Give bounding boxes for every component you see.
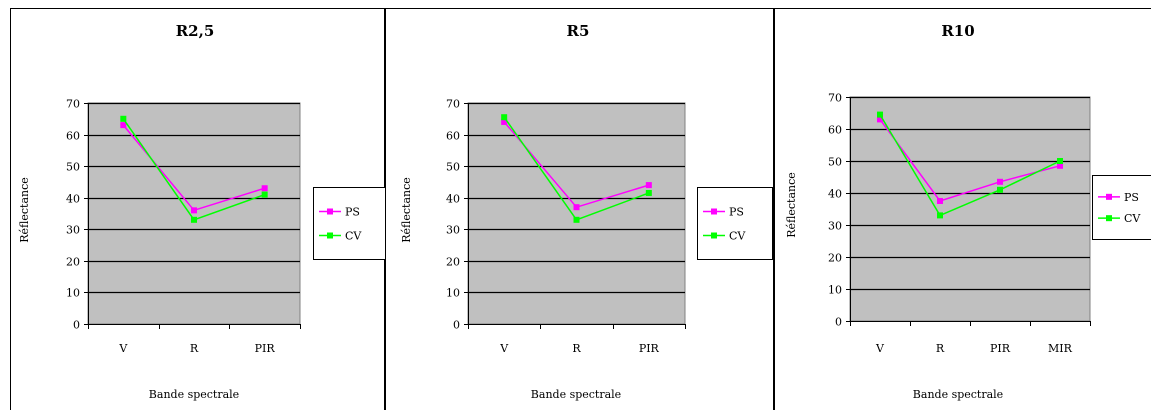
y-tick-label: 30 — [66, 224, 80, 237]
series-line — [879, 114, 1061, 217]
y-tick-label: 10 — [828, 284, 842, 297]
y-tick-label: 50 — [66, 161, 80, 174]
chart-3: R10 0 10 20 30 40 50 60 70 V R PIR MIR Bande spectral… — [774, 8, 1151, 410]
series-cv — [877, 111, 1063, 219]
y-tick-label: 40 — [446, 193, 460, 206]
legend: PS CV — [697, 187, 773, 260]
data-point — [573, 204, 580, 211]
x-tick-label: PIR — [639, 342, 660, 355]
data-point — [120, 122, 127, 129]
data-point — [501, 118, 508, 125]
data-point — [501, 114, 508, 121]
data-point — [261, 191, 268, 198]
legend-swatch-marker — [327, 232, 333, 239]
data-point — [1057, 162, 1063, 169]
x-tick-label: R — [190, 342, 199, 355]
y-tick-label: 10 — [66, 287, 80, 300]
legend-swatch-marker — [711, 232, 717, 239]
y-tick-label: 20 — [828, 252, 842, 265]
y-tick-label: 70 — [828, 92, 842, 105]
y-tick-label: 10 — [446, 287, 460, 300]
data-point — [120, 115, 127, 122]
y-tick-label: 60 — [828, 124, 842, 137]
legend-label: PS — [345, 206, 360, 219]
legend-box — [313, 187, 389, 260]
legend-swatch-marker — [1106, 215, 1112, 222]
x-tick-label: PIR — [990, 342, 1011, 355]
legend-label: PS — [729, 206, 744, 219]
data-point — [877, 116, 883, 123]
y-tick-label: 20 — [66, 256, 80, 269]
legend-label: CV — [729, 230, 746, 243]
chart-title: R2,5 — [176, 22, 215, 40]
data-point — [645, 189, 652, 196]
plot-area — [467, 102, 686, 325]
data-point — [645, 182, 652, 189]
chart-1: R2,5 0 10 20 30 40 50 60 70 V R PIR Bande spectrale R… — [10, 8, 389, 410]
x-tick-label: R — [936, 342, 945, 355]
x-axis-label: Bande spectrale — [149, 388, 239, 401]
y-tick-label: 50 — [446, 161, 460, 174]
chart-2: R5 0 10 20 30 40 50 60 70 V R PIR Bande spectrale Réf… — [385, 8, 774, 410]
y-tick-label: 0 — [835, 316, 842, 329]
y-tick-label: 30 — [828, 220, 842, 233]
legend-label: CV — [1124, 212, 1141, 225]
y-tick-label: 60 — [446, 130, 460, 143]
y-tick-label: 70 — [446, 98, 460, 111]
y-axis-label: Réflectance — [785, 172, 798, 238]
legend-box — [697, 187, 773, 260]
x-tick-label: PIR — [255, 342, 276, 355]
chart-title: R10 — [941, 22, 974, 40]
data-point — [997, 186, 1003, 193]
data-point — [997, 178, 1003, 185]
series-line — [879, 118, 1061, 202]
x-tick-label: MIR — [1048, 342, 1073, 355]
y-tick-label: 50 — [828, 156, 842, 169]
chart-title: R5 — [567, 22, 590, 40]
data-point — [191, 207, 197, 214]
y-tick-label: 0 — [73, 319, 80, 332]
legend-swatch-marker — [711, 208, 717, 215]
y-tick-label: 40 — [66, 193, 80, 206]
x-tick-label: V — [499, 342, 509, 355]
legend-swatch-marker — [327, 208, 333, 215]
legend-label: CV — [345, 230, 362, 243]
legend-box — [1092, 175, 1151, 240]
y-tick-label: 30 — [446, 224, 460, 237]
legend-swatch-marker — [1106, 193, 1112, 200]
series-cv — [120, 115, 268, 223]
x-tick-label: R — [572, 342, 581, 355]
y-tick-label: 70 — [66, 98, 80, 111]
y-tick-label: 0 — [453, 319, 460, 332]
series-cv — [501, 114, 652, 223]
series-ps — [877, 116, 1063, 204]
data-point — [1057, 158, 1063, 164]
y-axis-label: Réflectance — [400, 177, 413, 243]
data-point — [191, 216, 197, 223]
data-point — [877, 111, 883, 118]
x-axis-label: Bande spectrale — [913, 388, 1003, 401]
plot-area — [87, 102, 301, 325]
plot-area — [849, 96, 1091, 322]
y-axis-label: Réflectance — [18, 177, 31, 243]
data-point — [937, 212, 943, 219]
legend-label: PS — [1124, 191, 1139, 204]
data-point — [573, 216, 580, 223]
x-tick-label: V — [118, 342, 128, 355]
y-tick-label: 60 — [66, 130, 80, 143]
legend: PS CV — [313, 187, 389, 260]
data-point — [261, 185, 268, 192]
legend: PS CV — [1092, 175, 1151, 240]
y-tick-label: 40 — [828, 188, 842, 201]
data-point — [937, 198, 943, 204]
x-axis-label: Bande spectrale — [531, 388, 621, 401]
x-tick-label: V — [875, 342, 885, 355]
y-tick-label: 20 — [446, 256, 460, 269]
